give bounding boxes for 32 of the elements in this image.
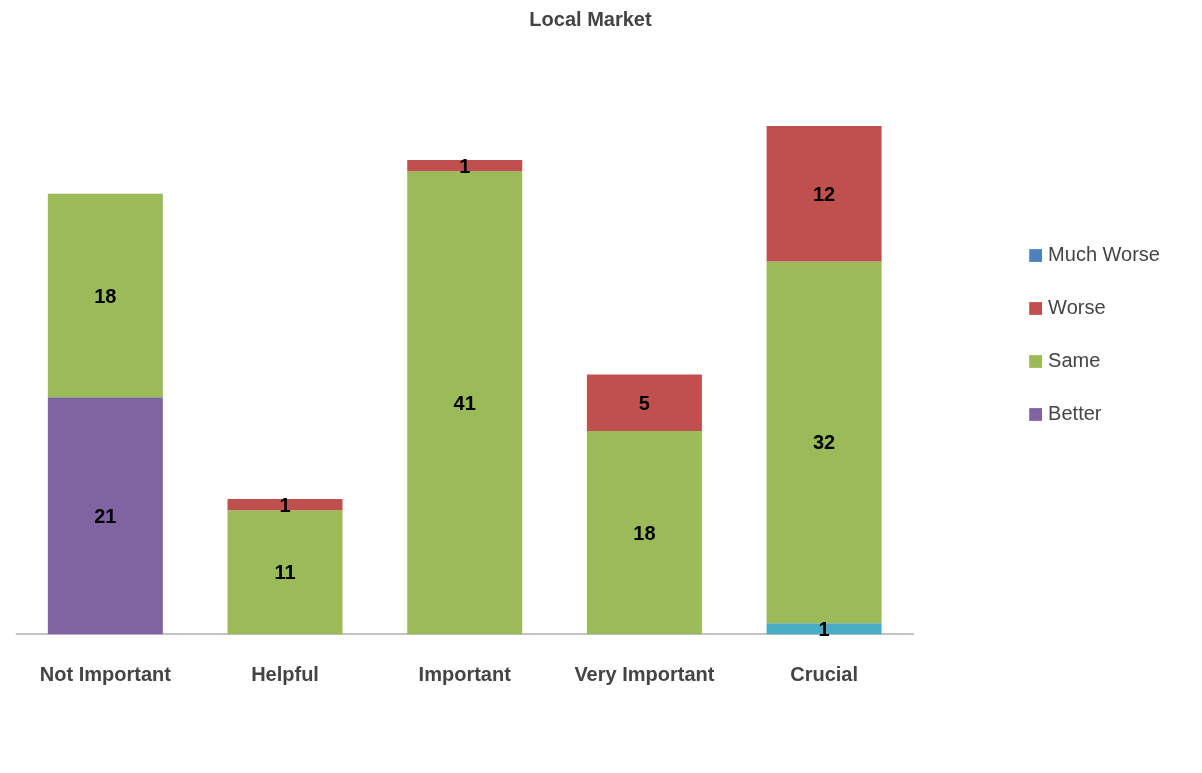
- data-label: 21: [94, 504, 117, 527]
- data-label: 1: [818, 617, 830, 640]
- bar: [47, 193, 163, 398]
- bar: [227, 498, 343, 511]
- data-label: 41: [453, 391, 476, 414]
- bar: [586, 374, 702, 432]
- legend-label: Worse: [1048, 296, 1106, 319]
- chart-title: Local Market: [529, 7, 652, 30]
- data-label: 12: [812, 182, 836, 205]
- data-label: 18: [633, 521, 656, 544]
- x-tick-label: Crucial: [790, 662, 858, 685]
- x-tick-label: Not Important: [39, 662, 172, 685]
- data-label: 1: [459, 154, 471, 177]
- data-label: 1: [279, 493, 291, 516]
- bar: [407, 159, 523, 172]
- legend-label: Better: [1048, 402, 1102, 425]
- bar: [766, 126, 882, 262]
- bar: [766, 261, 882, 624]
- legend-label: Same: [1048, 349, 1101, 372]
- legend-label: Much Worse: [1048, 243, 1160, 266]
- data-label: 11: [274, 561, 296, 584]
- x-tick-label: Important: [418, 662, 512, 685]
- x-tick-label: Very Important: [574, 662, 715, 685]
- bar: [766, 623, 882, 635]
- bar: [586, 431, 702, 635]
- data-label: 5: [638, 391, 650, 414]
- bar: [227, 510, 343, 635]
- bar: [407, 171, 523, 635]
- data-label: 18: [94, 284, 117, 307]
- bar: [47, 397, 163, 635]
- data-label: 32: [812, 431, 836, 454]
- x-tick-label: Helpful: [251, 662, 319, 685]
